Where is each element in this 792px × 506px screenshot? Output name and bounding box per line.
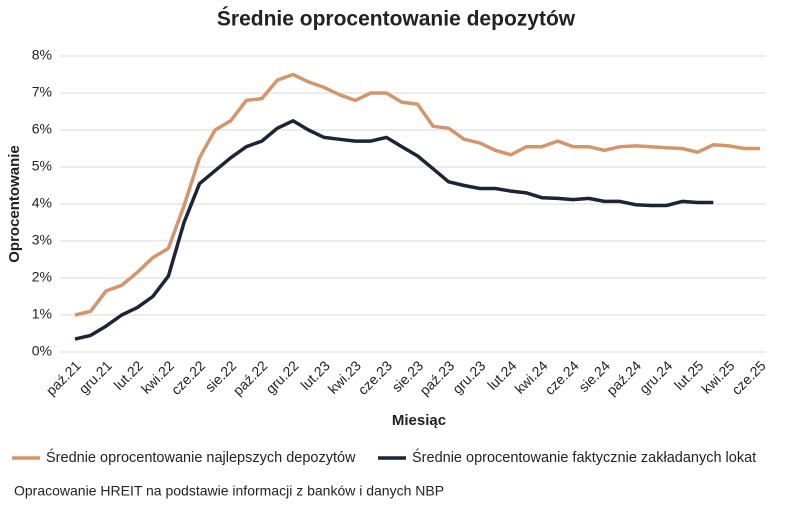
chart-title: Średnie oprocentowanie depozytów (217, 7, 576, 31)
y-tick-label: 7% (32, 84, 52, 100)
x-tick-label: paź.22 (230, 357, 271, 398)
y-tick-label: 2% (32, 269, 52, 285)
x-tick-label: cze.23 (355, 357, 396, 398)
x-tick-label: gru.23 (449, 357, 489, 397)
x-tick-label: cze.22 (168, 357, 209, 398)
y-axis-title: Oprocentowanie (6, 145, 23, 263)
series-line (74, 72, 760, 317)
y-tick-label: 3% (32, 232, 52, 248)
x-tick-label: gru.22 (262, 357, 302, 397)
x-tick-label: cze.24 (541, 357, 582, 398)
y-tick-label: 4% (32, 195, 52, 211)
x-tick-label: paź.24 (603, 357, 644, 398)
y-tick-label: 0% (32, 343, 52, 359)
legend-label: Średnie oprocentowanie faktycznie zakład… (412, 448, 756, 466)
x-axis-title: Miesiąc (392, 412, 446, 429)
series-line (74, 119, 714, 341)
x-tick-label: paź.21 (43, 357, 84, 398)
x-tick-label: cze.25 (728, 357, 769, 398)
x-tick-label: gru.21 (75, 357, 115, 397)
legend-label: Średnie oprocentowanie najlepszych depoz… (46, 448, 356, 466)
source-note: Opracowanie HREIT na podstawie informacj… (14, 483, 444, 499)
y-tick-label: 8% (32, 47, 52, 63)
y-tick-label: 1% (32, 306, 52, 322)
y-tick-label: 6% (32, 121, 52, 137)
y-tick-label: 5% (32, 158, 52, 174)
x-tick-label: gru.24 (636, 357, 676, 397)
x-tick-label: paź.23 (416, 357, 457, 398)
